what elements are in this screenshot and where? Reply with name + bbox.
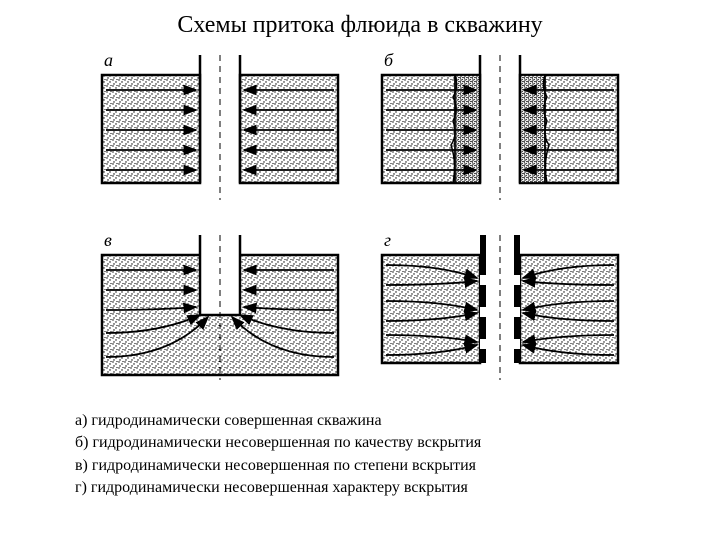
page-title: Схемы притока флюида в скважину — [0, 12, 720, 39]
panel-g-label: г — [384, 230, 391, 251]
panel-b-svg — [380, 55, 620, 200]
panel-g: г — [380, 235, 620, 385]
panel-v: в — [100, 235, 340, 385]
panel-a-label: а — [104, 50, 113, 71]
caption-a: а) гидродинамически совершенная скважина — [75, 410, 655, 432]
diagram-grid: а — [100, 55, 620, 385]
panel-b-label: б — [384, 50, 393, 71]
panel-a-svg — [100, 55, 340, 200]
panel-v-label: в — [104, 230, 112, 251]
caption-b: б) гидродинамически несовершенная по кач… — [75, 432, 655, 454]
panel-v-svg — [100, 235, 340, 380]
panel-b: б — [380, 55, 620, 205]
captions-block: а) гидродинамически совершенная скважина… — [75, 410, 655, 500]
panel-a: а — [100, 55, 340, 205]
panel-g-svg — [380, 235, 620, 380]
caption-v: в) гидродинамически несовершенная по сте… — [75, 455, 655, 477]
caption-g: г) гидродинамически несовершенная характ… — [75, 477, 655, 499]
